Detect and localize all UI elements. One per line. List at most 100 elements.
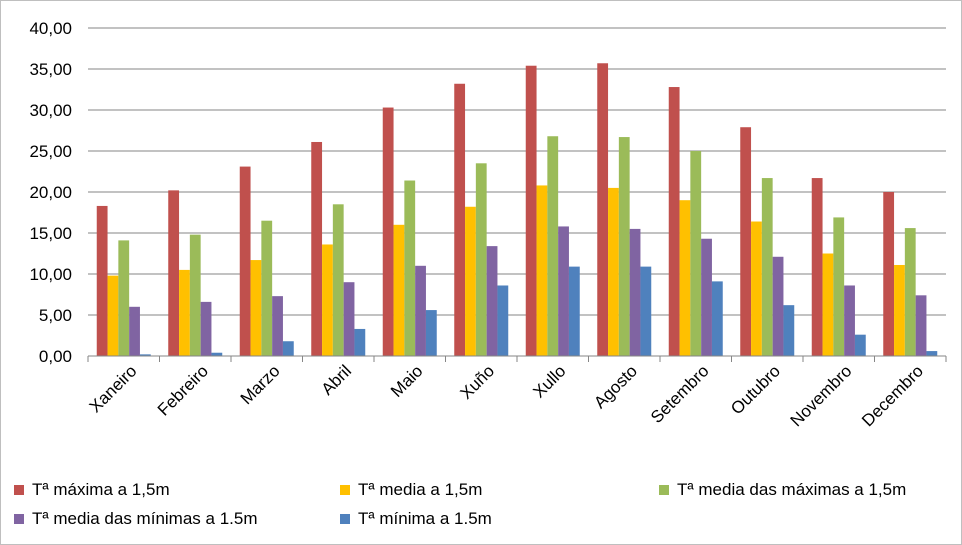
x-category-label: Marzo	[237, 361, 284, 408]
bar-5-novembro	[854, 334, 866, 356]
y-tick-label: 30,00	[29, 101, 72, 120]
legend-swatch	[340, 514, 350, 524]
y-tick-label: 25,00	[29, 142, 72, 161]
bar-1-xuño	[454, 83, 466, 356]
bar-1-setembro	[668, 87, 680, 356]
x-category-label: Abril	[318, 361, 355, 398]
x-category-label: Agosto	[590, 361, 641, 412]
bar-1-decembro	[883, 192, 895, 356]
legend-label: Tª máxima a 1,5m	[32, 480, 170, 499]
legend-label: Tª mínima a 1.5m	[358, 509, 492, 528]
legend-swatch	[14, 514, 24, 524]
legend-swatch	[340, 485, 350, 495]
bar-5-febreiro	[211, 352, 223, 356]
legend-label: Tª media a 1,5m	[358, 480, 483, 499]
bar-4-marzo	[272, 296, 283, 356]
bar-1-agosto	[597, 63, 609, 356]
bar-3-xuño	[475, 163, 487, 356]
bar-4-outubro	[772, 256, 784, 356]
bar-1-xullo	[525, 65, 537, 356]
bar-3-febreiro	[189, 234, 201, 356]
y-axis-tick-labels: 0,00 5,00 10,00 15,00 20,00 25,00 30,00 35,00 40…	[29, 19, 72, 366]
bar-4-setembro	[701, 238, 712, 356]
bar-4-febreiro	[200, 301, 212, 356]
legend-item-series-1: Tª máxima a 1,5m	[14, 480, 170, 500]
y-tick-label: 20,00	[29, 183, 72, 202]
bar-2-febreiro	[179, 269, 190, 356]
bar-2-xuño	[465, 206, 476, 356]
bar-5-xaneiro	[139, 354, 151, 356]
x-category-label: Maio	[387, 361, 426, 400]
y-tick-label: 10,00	[29, 265, 72, 284]
bar-4-xaneiro	[129, 306, 140, 356]
y-tick-label: 0,00	[39, 347, 72, 366]
y-tick-label: 40,00	[29, 19, 72, 38]
bar-5-outubro	[783, 305, 795, 356]
bar-2-outubro	[751, 221, 762, 356]
bar-3-agosto	[618, 137, 630, 356]
bar-2-xullo	[536, 185, 548, 356]
bar-4-decembro	[915, 295, 927, 356]
bar-5-abril	[354, 328, 366, 356]
bar-5-decembro	[926, 351, 938, 356]
bar-5-maio	[425, 310, 437, 356]
legend-item-series-2: Tª media a 1,5m	[340, 480, 482, 500]
bar-1-febreiro	[168, 190, 180, 356]
bar-2-setembro	[679, 200, 691, 356]
bar-3-novembro	[833, 217, 845, 356]
x-axis-category-labels: Xaneiro Febreiro Marzo Abril Maio Xuño Xullo Ag…	[86, 361, 927, 430]
bar-5-agosto	[640, 266, 652, 356]
bar-1-maio	[382, 107, 394, 356]
legend-swatch	[14, 485, 24, 495]
y-tick-label: 5,00	[39, 306, 72, 325]
legend-swatch	[659, 485, 669, 495]
bars	[96, 63, 938, 356]
bar-2-xaneiro	[107, 275, 119, 356]
bar-5-xuño	[497, 285, 509, 356]
x-category-label: Outubro	[727, 361, 784, 418]
bar-5-marzo	[282, 341, 294, 356]
x-category-label: Xaneiro	[86, 361, 141, 416]
x-category-label: Febreiro	[154, 361, 212, 419]
bar-2-abril	[322, 244, 333, 356]
bar-2-novembro	[822, 253, 834, 356]
bar-3-decembro	[904, 228, 916, 356]
x-category-label: Decembro	[858, 361, 927, 430]
legend-label: Tª media das mínimas a 1.5m	[32, 509, 258, 528]
x-category-label: Setembro	[647, 361, 713, 427]
x-axis	[87, 355, 947, 362]
legend-item-series-5: Tª mínima a 1.5m	[340, 509, 492, 529]
bar-1-novembro	[811, 178, 823, 356]
bar-1-outubro	[740, 127, 752, 356]
bar-4-abril	[343, 282, 355, 356]
legend-item-series-4: Tª media das mínimas a 1.5m	[14, 509, 257, 529]
bar-5-xullo	[568, 266, 580, 356]
x-category-label: Xullo	[529, 361, 569, 401]
gridlines	[88, 27, 946, 316]
x-category-label: Xuño	[457, 361, 499, 403]
bar-3-marzo	[261, 220, 273, 356]
bar-3-xaneiro	[118, 240, 130, 356]
bar-3-outubro	[761, 178, 773, 356]
bar-4-maio	[415, 265, 426, 356]
legend-label: Tª media das máximas a 1,5m	[677, 480, 907, 499]
bar-4-agosto	[629, 228, 641, 356]
legend-item-series-3: Tª media das máximas a 1,5m	[659, 480, 906, 500]
bar-3-abril	[332, 204, 344, 356]
bar-2-agosto	[608, 187, 619, 356]
bar-3-setembro	[690, 151, 702, 356]
x-category-label: Novembro	[787, 361, 856, 430]
bar-2-decembro	[894, 264, 905, 356]
y-tick-label: 35,00	[29, 60, 72, 79]
bar-1-abril	[311, 141, 323, 356]
bar-5-setembro	[711, 281, 723, 356]
bar-2-marzo	[250, 260, 262, 356]
bar-1-xaneiro	[96, 205, 108, 356]
y-tick-label: 15,00	[29, 224, 72, 243]
bar-4-xullo	[558, 226, 569, 356]
bar-2-maio	[393, 224, 405, 356]
bar-1-marzo	[239, 166, 251, 356]
bar-4-xuño	[486, 246, 498, 356]
